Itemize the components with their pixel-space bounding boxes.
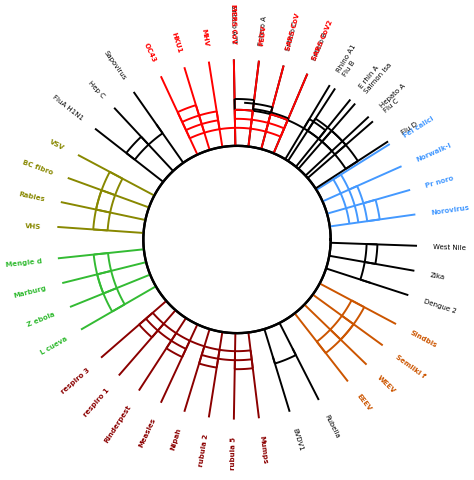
Text: PEDV: PEDV xyxy=(258,24,266,46)
Text: Pr noro: Pr noro xyxy=(425,175,455,189)
Text: rubula 5: rubula 5 xyxy=(230,436,237,469)
Text: WEEV: WEEV xyxy=(376,374,397,394)
Text: Rinderpest: Rinderpest xyxy=(104,403,133,443)
Text: respiro 1: respiro 1 xyxy=(82,386,110,417)
Text: Sapovirus: Sapovirus xyxy=(102,50,127,81)
Text: Salmon Isa: Salmon Isa xyxy=(364,61,393,94)
Text: Hepato A: Hepato A xyxy=(379,83,406,108)
Text: BVDV1: BVDV1 xyxy=(292,427,304,451)
Text: Norovirus: Norovirus xyxy=(431,204,470,216)
Text: Rabies: Rabies xyxy=(18,191,46,202)
Text: VSV: VSV xyxy=(48,138,65,151)
Text: Entero A: Entero A xyxy=(258,15,267,46)
Text: L cueva: L cueva xyxy=(39,336,68,356)
Text: Sindbis: Sindbis xyxy=(409,329,438,348)
Text: West Nile: West Nile xyxy=(433,244,466,251)
Text: respiro 3: respiro 3 xyxy=(60,366,91,394)
Text: Marburg: Marburg xyxy=(13,285,47,299)
Text: Flu B: Flu B xyxy=(341,60,356,77)
Text: SARS CoV2: SARS CoV2 xyxy=(311,19,333,61)
Text: EEEV: EEEV xyxy=(356,393,372,412)
Text: Mumps: Mumps xyxy=(258,434,267,463)
Text: Hep C: Hep C xyxy=(87,79,105,99)
Text: Z ebola: Z ebola xyxy=(27,311,56,327)
Text: HKU1: HKU1 xyxy=(171,31,182,53)
Text: Flu C: Flu C xyxy=(383,98,401,114)
Text: Dengue 2: Dengue 2 xyxy=(423,298,457,314)
Text: Measles: Measles xyxy=(138,416,157,448)
Text: Mengle d: Mengle d xyxy=(5,257,42,267)
Text: rubula 2: rubula 2 xyxy=(198,433,209,467)
Text: Zika: Zika xyxy=(430,271,446,279)
Text: Entero B: Entero B xyxy=(311,31,328,61)
Text: Rhino A1: Rhino A1 xyxy=(336,44,357,73)
Text: Nipah: Nipah xyxy=(170,427,182,450)
Text: Entero C: Entero C xyxy=(285,21,299,51)
Text: Flu D: Flu D xyxy=(400,121,419,136)
Text: VHS: VHS xyxy=(25,222,41,229)
Text: MERS CoV: MERS CoV xyxy=(230,4,237,44)
Text: FluA H1N1: FluA H1N1 xyxy=(51,94,84,122)
Text: Norwalk-l: Norwalk-l xyxy=(415,142,452,163)
Text: Semliki f: Semliki f xyxy=(394,353,426,378)
Text: OC43: OC43 xyxy=(142,42,157,64)
Text: BC fibro: BC fibro xyxy=(21,159,54,176)
Text: SARS CoV: SARS CoV xyxy=(285,13,301,51)
Text: MHV: MHV xyxy=(201,28,209,47)
Text: Fel calici: Fel calici xyxy=(402,115,435,139)
Text: E rhin A: E rhin A xyxy=(358,65,380,90)
Text: Entero A71: Entero A71 xyxy=(230,5,237,44)
Text: Rubella: Rubella xyxy=(323,413,340,439)
